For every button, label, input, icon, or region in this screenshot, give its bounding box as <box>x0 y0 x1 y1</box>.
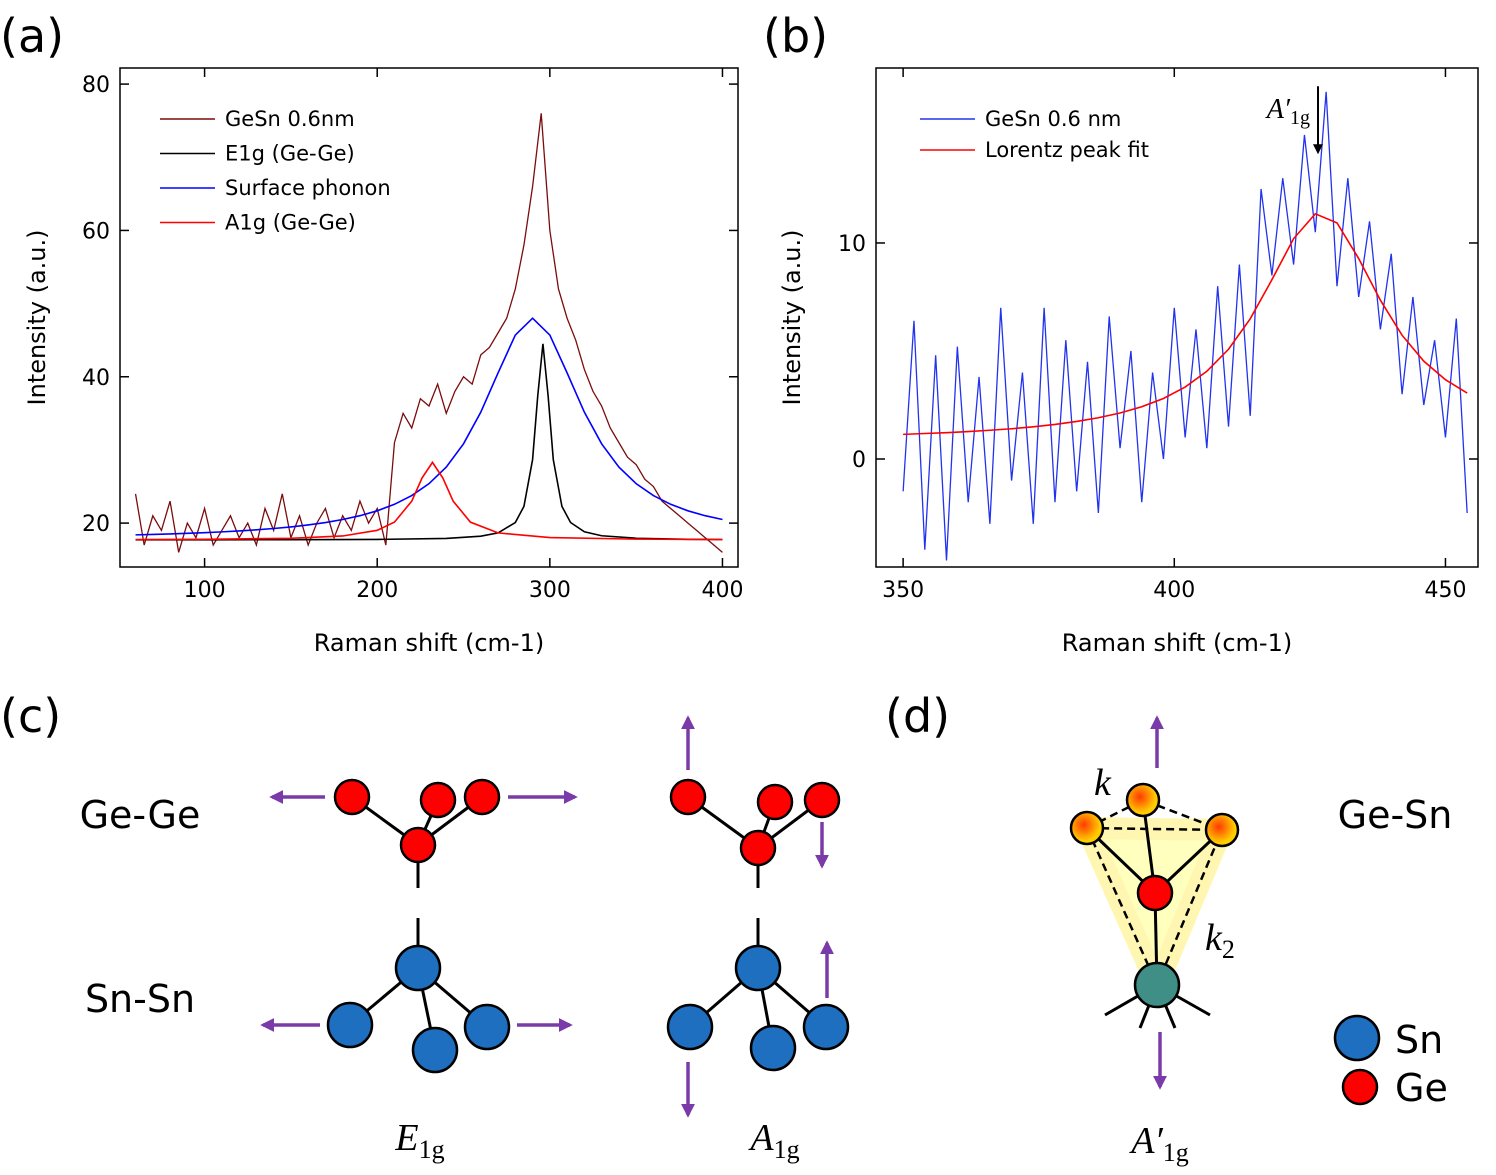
x-tick-label: 300 <box>529 578 571 603</box>
legend-label: Surface phonon <box>225 176 391 200</box>
x-tick-label: 400 <box>701 578 743 603</box>
y-tick-label: 20 <box>82 512 110 537</box>
annotation-main: A′ <box>1265 94 1291 125</box>
y-tick-label: 0 <box>852 448 866 473</box>
pair-label: Ge-Sn <box>1338 793 1453 837</box>
diagram-d: k k2 Ge-Sn A′1g Sn Ge <box>1069 715 1453 1167</box>
row-label: Ge-Ge <box>80 793 201 837</box>
mode-label: A1g <box>747 1117 799 1164</box>
legend-label: Ge <box>1395 1066 1448 1110</box>
series-line <box>135 317 723 536</box>
y-axis-title: Intensity (a.u.) <box>778 230 806 406</box>
panel-label: (b) <box>763 9 828 63</box>
spring-label: k2 <box>1205 917 1235 964</box>
series-line <box>902 91 1468 561</box>
legend-label: Lorentz peak fit <box>985 138 1149 162</box>
x-tick-label: 350 <box>882 578 924 603</box>
annotation-sub: 1g <box>1290 107 1310 129</box>
legend-label: E1g (Ge-Ge) <box>225 142 355 166</box>
y-tick-label: 80 <box>82 73 110 98</box>
plot-frame <box>875 67 1479 568</box>
series-line <box>134 113 723 553</box>
series-line <box>135 460 723 541</box>
legend-label: A1g (Ge-Ge) <box>225 211 356 235</box>
y-tick-label: 60 <box>82 219 110 244</box>
diagram-c: Ge-Ge Sn-Sn E1g A1g <box>80 715 850 1164</box>
legend-label: GeSn 0.6 nm <box>985 107 1121 131</box>
x-tick-label: 100 <box>184 578 226 603</box>
x-tick-label: 450 <box>1424 578 1466 603</box>
x-axis-title: Raman shift (cm-1) <box>1062 629 1292 657</box>
mode-label: A′1g <box>1128 1120 1189 1167</box>
molecule <box>260 778 578 1074</box>
y-axis-title: Intensity (a.u.) <box>23 230 51 406</box>
y-tick-label: 10 <box>838 232 866 257</box>
annotation: A′1g <box>1265 94 1310 129</box>
spring-label: k <box>1094 762 1112 804</box>
x-axis-title: Raman shift (cm-1) <box>314 629 544 657</box>
x-tick-label: 400 <box>1153 578 1195 603</box>
panel-label: (a) <box>0 9 64 63</box>
panel-label: (d) <box>885 689 950 743</box>
molecule <box>666 715 850 1118</box>
x-tick-label: 200 <box>356 578 398 603</box>
plot-frame <box>119 67 739 568</box>
series-line <box>135 343 723 541</box>
series-line <box>903 212 1468 436</box>
panel-label: (c) <box>0 689 61 743</box>
legend-label: Sn <box>1395 1018 1443 1062</box>
y-tick-label: 40 <box>82 366 110 391</box>
row-label: Sn-Sn <box>85 977 195 1021</box>
mode-label: E1g <box>394 1117 444 1164</box>
legend-label: GeSn 0.6nm <box>225 107 355 131</box>
